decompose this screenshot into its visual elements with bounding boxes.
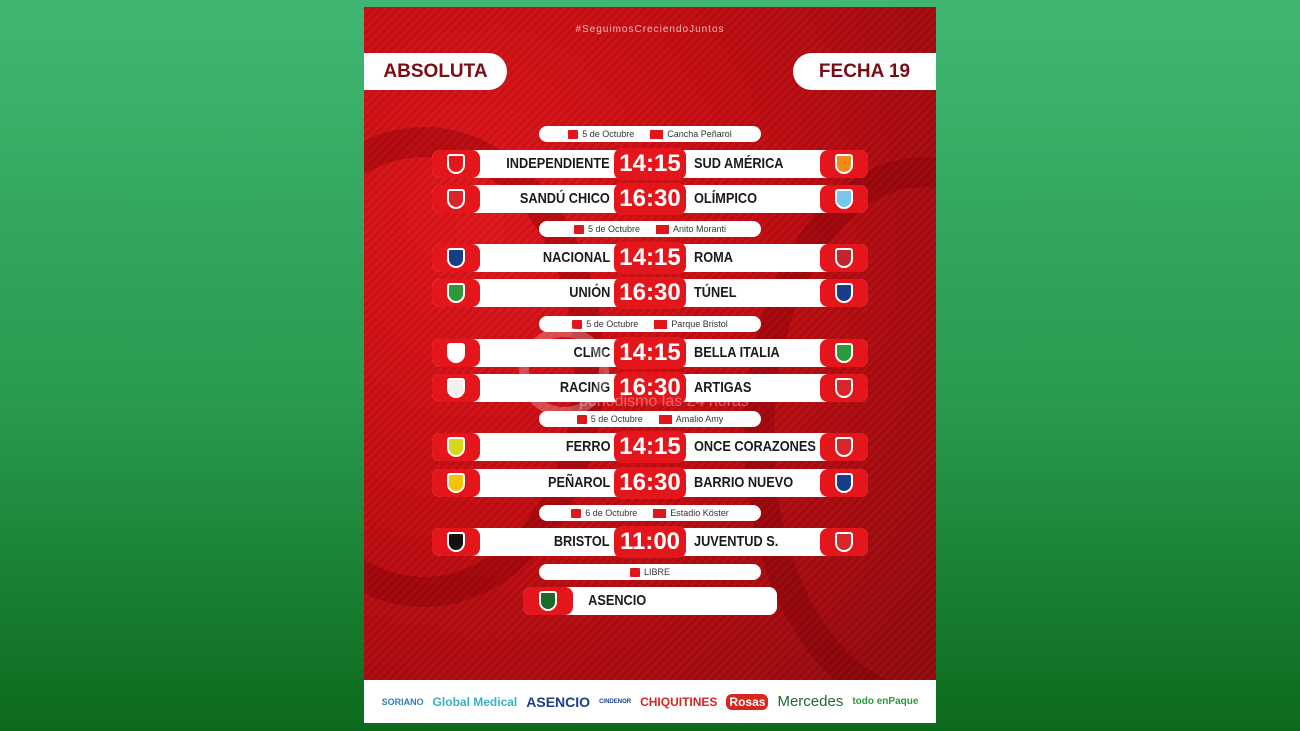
away-team: BELLA ITALIA	[694, 344, 780, 361]
calendar-icon	[576, 415, 587, 425]
watermark-logo	[519, 327, 609, 417]
away-crest-icon	[820, 528, 868, 556]
sponsors-strip: SORIANO Global Medical ASENCIO CINDENOR …	[364, 680, 936, 723]
kickoff-time: 16:30	[614, 277, 686, 309]
kickoff-time: 16:30	[614, 467, 686, 499]
away-team: OLÍMPICO	[694, 190, 758, 207]
stadium-icon	[650, 130, 664, 140]
sponsor: CHIQUITINES	[640, 694, 718, 709]
match-day-header: 5 de Octubre Parque Bristol	[539, 316, 761, 332]
kickoff-time: 16:30	[614, 183, 686, 215]
home-team: PEÑAROL	[547, 474, 610, 491]
kickoff-time: 14:15	[614, 337, 686, 369]
away-crest-icon	[820, 279, 868, 307]
away-team: ARTIGAS	[694, 379, 752, 396]
sponsor: ASENCIO	[526, 693, 591, 710]
away-crest-icon	[820, 339, 868, 367]
calendar-icon	[568, 130, 579, 140]
home-crest-icon	[432, 185, 480, 213]
sponsor: Rosas	[726, 693, 769, 710]
match-venue: Anito Moranti	[673, 223, 727, 234]
calendar-icon	[571, 509, 582, 519]
home-crest-icon	[432, 150, 480, 178]
away-crest-icon	[820, 433, 868, 461]
home-crest-icon	[432, 528, 480, 556]
away-team: BARRIO NUEVO	[694, 474, 794, 491]
away-team: ONCE CORAZONES	[694, 438, 816, 455]
match-row: INDEPENDIENTE 14:15 SUD AMÉRICA	[432, 148, 868, 180]
match-row: PEÑAROL 16:30 BARRIO NUEVO	[432, 467, 868, 499]
home-crest-icon	[432, 244, 480, 272]
watermark-text: periodismo las 24 horas	[579, 393, 749, 410]
home-team: FERRO	[565, 438, 610, 455]
match-row: SANDÚ CHICO 16:30 OLÍMPICO	[432, 183, 868, 215]
team-crest-icon	[523, 587, 573, 615]
away-crest-icon	[820, 150, 868, 178]
home-crest-icon	[432, 374, 480, 402]
kickoff-time: 11:00	[614, 526, 686, 558]
match-row: CLMC 14:15 BELLA ITALIA	[432, 337, 868, 369]
match-venue: Cancha Peñarol	[667, 128, 732, 139]
match-row: BRISTOL 11:00 JUVENTUD S.	[432, 526, 868, 558]
hashtag: #SeguimosCreciendoJuntos	[575, 24, 725, 35]
away-crest-icon	[820, 374, 868, 402]
stadium-icon	[656, 225, 669, 235]
libre-team: ASENCIO	[588, 592, 647, 609]
match-day-header: 5 de Octubre Cancha Peñarol	[539, 126, 761, 142]
match-date: 5 de Octubre	[590, 413, 643, 424]
sponsor: Global Medical	[432, 694, 518, 709]
match-venue: Estadio Köster	[670, 507, 729, 518]
stadium-icon	[654, 320, 668, 330]
sponsor: SORIANO	[381, 696, 424, 707]
calendar-icon	[572, 320, 583, 330]
kickoff-time: 14:15	[614, 242, 686, 274]
match-date: 5 de Octubre	[582, 128, 635, 139]
kickoff-time: 16:30	[614, 372, 686, 404]
away-crest-icon	[820, 185, 868, 213]
fixture-poster: #SeguimosCreciendoJuntos ABSOLUTA FECHA …	[364, 7, 936, 723]
home-crest-icon	[432, 279, 480, 307]
match-day-header: 6 de Octubre Estadio Köster	[539, 505, 761, 521]
match-day-header: 5 de Octubre Anito Moranti	[539, 221, 761, 237]
match-venue: Parque Bristol	[671, 318, 728, 329]
match-row: NACIONAL 14:15 ROMA	[432, 242, 868, 274]
match-venue: Amalio Amy	[675, 413, 724, 424]
home-team: SANDÚ CHICO	[520, 190, 610, 207]
home-team: NACIONAL	[542, 249, 610, 266]
stadium-icon	[658, 415, 672, 425]
home-crest-icon	[432, 433, 480, 461]
match-date: 6 de Octubre	[585, 507, 638, 518]
match-row: UNIÓN 16:30 TÚNEL	[432, 277, 868, 309]
kickoff-time: 14:15	[614, 431, 686, 463]
away-team: ROMA	[694, 249, 733, 266]
calendar-icon	[629, 568, 640, 578]
libre-row: ASENCIO	[523, 587, 777, 615]
home-crest-icon	[432, 469, 480, 497]
home-team: BRISTOL	[554, 533, 610, 550]
stadium-icon	[653, 509, 667, 519]
home-team: INDEPENDIENTE	[506, 155, 610, 172]
away-team: JUVENTUD S.	[694, 533, 779, 550]
away-team: SUD AMÉRICA	[694, 155, 784, 172]
round-pill: FECHA 19	[793, 53, 936, 90]
match-row: FERRO 14:15 ONCE CORAZONES	[432, 431, 868, 463]
match-date: 5 de Octubre	[586, 318, 639, 329]
home-team: UNIÓN	[568, 284, 610, 301]
away-crest-icon	[820, 469, 868, 497]
match-date: 5 de Octubre	[587, 223, 640, 234]
home-crest-icon	[432, 339, 480, 367]
category-pill: ABSOLUTA	[364, 53, 507, 90]
libre-label: LIBRE	[643, 566, 670, 577]
away-team: TÚNEL	[694, 284, 737, 301]
away-crest-icon	[820, 244, 868, 272]
libre-header: LIBRE	[539, 564, 761, 580]
sponsor: Mercedes	[777, 693, 844, 710]
sponsor: CINDENOR	[599, 698, 632, 705]
kickoff-time: 14:15	[614, 148, 686, 180]
sponsor: todo enPaque	[852, 696, 919, 707]
calendar-icon	[573, 225, 584, 235]
match-row: RACING 16:30 ARTIGAS	[432, 372, 868, 404]
match-day-header: 5 de Octubre Amalio Amy	[539, 411, 761, 427]
